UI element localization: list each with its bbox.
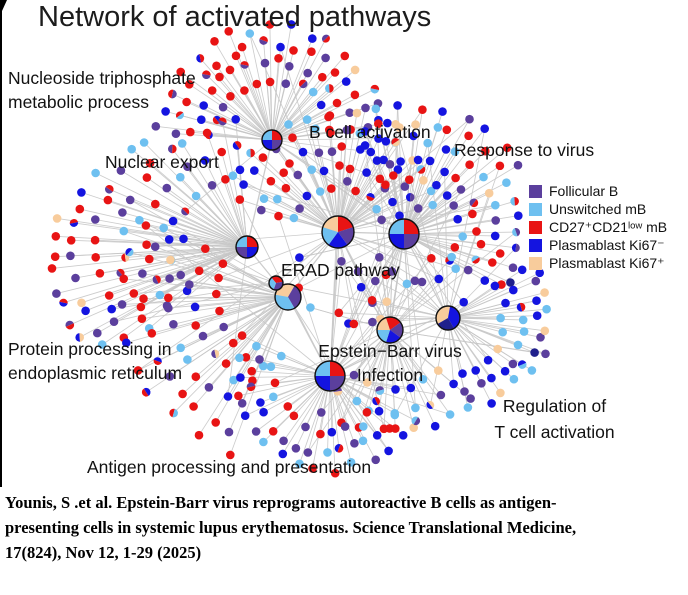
- label-ebv-infection: Epstein−Barr virus Infection: [318, 341, 462, 385]
- label-protein-processing-er: Protein processing in endoplasmic reticu…: [8, 339, 183, 383]
- legend-row: Plasmablast Ki67⁻: [529, 236, 667, 254]
- figure-title: Network of activated pathways: [38, 1, 432, 33]
- pathway-hub-node: [321, 215, 355, 249]
- legend-swatch: [529, 238, 542, 252]
- label-regulation-t-cell: Regulation of T cell activation: [494, 396, 615, 442]
- legend-label: Follicular B: [549, 183, 619, 199]
- citation-line: Younis, S .et al. Epstein-Barr virus rep…: [5, 493, 557, 512]
- pathway-hub-node: [268, 275, 284, 291]
- legend-row: Plasmablast Ki67⁺: [529, 254, 667, 272]
- pathway-hub-node: [435, 305, 461, 331]
- label-erad-pathway: ERAD pathway: [281, 260, 400, 280]
- legend-swatch: [529, 202, 542, 216]
- citation-line: presenting cells in systemic lupus eryth…: [5, 518, 577, 537]
- pathway-hub-node: [274, 283, 302, 311]
- citation-line: 17(824), Nov 12, 1-29 (2025): [5, 543, 202, 562]
- legend-row: CD27⁺CD21ˡᵒʷ mB: [529, 218, 667, 236]
- pathway-hub-node: [314, 360, 346, 392]
- crop-artifact-left-border: [0, 8, 2, 487]
- pathway-hub-node: [376, 316, 404, 344]
- legend-label: Plasmablast Ki67⁺: [549, 254, 665, 271]
- pathway-network-svg: [47, 20, 551, 478]
- label-antigen-processing: Antigen processing and presentation: [87, 457, 372, 477]
- pathway-hub-node: [235, 235, 259, 259]
- hubs-layer: [235, 129, 461, 392]
- legend-label: CD27⁺CD21ˡᵒʷ mB: [549, 218, 668, 235]
- legend-row: Follicular B: [529, 182, 667, 200]
- citation-text: Younis, S .et al. Epstein-Barr virus rep…: [5, 490, 680, 565]
- label-nucleoside-pathway: Nucleoside triphosphate metabolic proces…: [8, 68, 196, 112]
- label-nuclear-export: Nuclear export: [105, 152, 219, 172]
- legend-swatch: [529, 220, 542, 234]
- legend-row: Unswitched mB: [529, 200, 667, 218]
- cell-type-legend: Follicular B Unswitched mB CD27⁺CD21ˡᵒʷ mB…: [529, 182, 667, 272]
- label-b-cell-activation: B cell activation: [309, 122, 431, 142]
- legend-label: Unswitched mB: [549, 201, 647, 217]
- pathway-hub-node: [261, 129, 283, 151]
- legend-swatch: [529, 256, 542, 270]
- crop-artifact-corner: [0, 0, 7, 12]
- legend-label: Plasmablast Ki67⁻: [549, 236, 665, 253]
- pathway-hub-node: [388, 218, 420, 250]
- dots-layer: [47, 20, 551, 478]
- label-response-to-virus: Response to virus: [454, 140, 595, 160]
- legend-swatch: [529, 184, 542, 198]
